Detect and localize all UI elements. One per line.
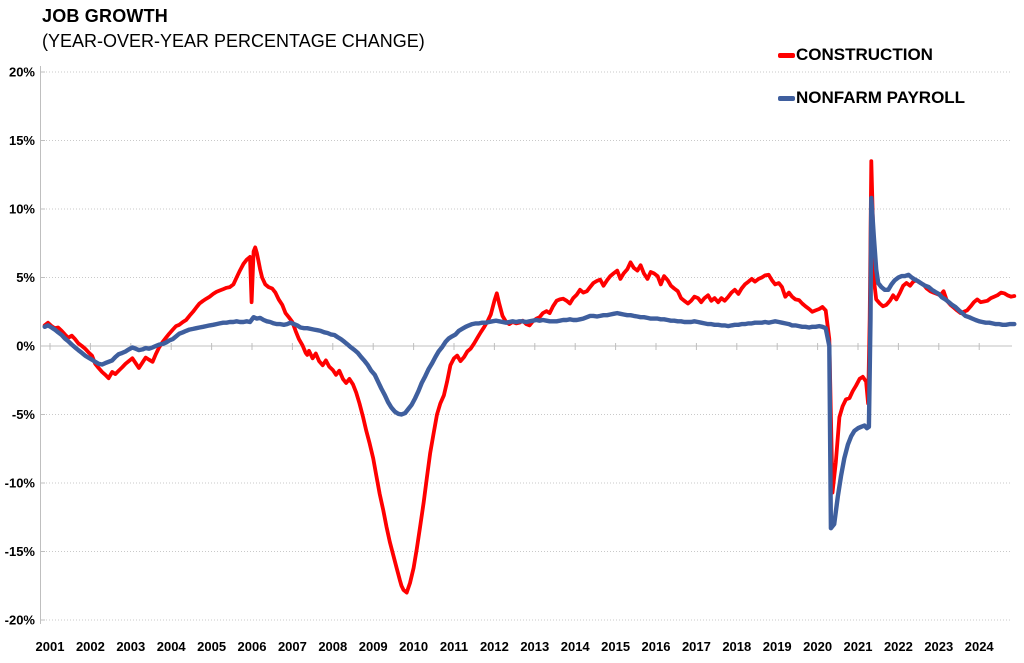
construction-line-dash-icon <box>778 52 795 58</box>
x-axis-label: 2021 <box>844 639 873 654</box>
y-axis-label: -5% <box>12 407 36 422</box>
y-axis-label: -20% <box>5 613 36 628</box>
y-axis-label: 15% <box>9 133 35 148</box>
y-axis-label: -10% <box>5 476 36 491</box>
x-axis-label: 2023 <box>924 639 953 654</box>
x-axis-label: 2006 <box>238 639 267 654</box>
nonfarm-payroll-line-dash-icon <box>778 95 795 101</box>
y-axis-label: 0% <box>16 339 35 354</box>
x-axis-label: 2011 <box>440 639 468 654</box>
nonfarm-payroll-line <box>42 195 1017 531</box>
legend-item-construction: CONSTRUCTION <box>778 44 1018 66</box>
x-axis-label: 2008 <box>318 639 347 654</box>
x-axis-label: 2013 <box>520 639 549 654</box>
x-axis-label: 2001 <box>36 639 65 654</box>
x-axis-label: 2018 <box>722 639 751 654</box>
legend-label-nonfarm-payroll: NONFARM PAYROLL <box>796 88 966 107</box>
x-axis-label: 2019 <box>763 639 792 654</box>
legend-label-construction: CONSTRUCTION <box>796 45 933 64</box>
legend: CONSTRUCTION NONFARM PAYROLL <box>778 44 1018 130</box>
chart-title: JOB GROWTH <box>42 6 168 26</box>
x-axis-label: 2010 <box>399 639 428 654</box>
x-axis-label: 2015 <box>601 639 630 654</box>
x-axis-label: 2020 <box>803 639 832 654</box>
chart-subtitle: (YEAR-OVER-YEAR PERCENTAGE CHANGE) <box>42 31 425 51</box>
x-axis-label: 2002 <box>76 639 105 654</box>
x-axis-label: 2012 <box>480 639 509 654</box>
x-axis-label: 2014 <box>561 639 591 654</box>
y-axis-label: 5% <box>16 270 35 285</box>
y-axis-label: -15% <box>5 544 36 559</box>
x-axis-label: 2007 <box>278 639 307 654</box>
y-axis-label: 10% <box>9 202 35 217</box>
x-axis-label: 2009 <box>359 639 388 654</box>
x-axis-label: 2004 <box>157 639 187 654</box>
x-axis-label: 2016 <box>642 639 671 654</box>
x-axis-label: 2005 <box>197 639 226 654</box>
x-axis-label: 2003 <box>116 639 145 654</box>
legend-item-nonfarm-payroll: NONFARM PAYROLL <box>778 87 1018 109</box>
x-axis-label: 2022 <box>884 639 913 654</box>
x-axis-label: 2017 <box>682 639 711 654</box>
y-axis-label: 20% <box>9 65 35 80</box>
x-axis-label: 2024 <box>965 639 995 654</box>
